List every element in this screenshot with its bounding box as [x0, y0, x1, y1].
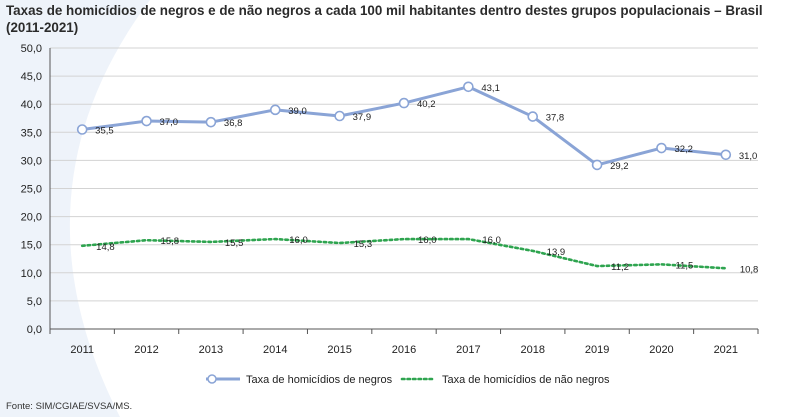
x-tick-label: 2019: [585, 344, 609, 356]
x-tick-label: 2018: [520, 344, 544, 356]
data-point-negros: [527, 111, 539, 122]
x-tick-label: 2021: [714, 344, 738, 356]
data-point-negros: [398, 97, 410, 109]
x-tick-label: 2011: [70, 344, 94, 356]
legend-label-nao-negros: Taxa de homicídios de não negros: [442, 374, 610, 386]
data-point-negros: [269, 104, 281, 116]
chart-title: Taxas de homicídios de negros e de não n…: [6, 3, 763, 35]
x-tick-label: 2012: [134, 344, 158, 356]
data-label-nao-negros: 11,5: [675, 260, 693, 271]
data-label-negros: 31,0: [739, 151, 758, 162]
data-label-negros: 35,5: [95, 125, 114, 136]
data-point-negros: [463, 81, 474, 93]
data-point-negros: [720, 149, 732, 161]
data-label-nao-negros: 16,0: [289, 235, 308, 246]
data-label-negros: 36,8: [224, 118, 243, 129]
data-label-negros: 43,1: [481, 83, 500, 94]
y-tick-label: 25,0: [21, 184, 42, 196]
data-point-negros: [76, 124, 88, 135]
y-tick-label: 0,0: [27, 324, 42, 336]
y-tick-label: 5,0: [27, 296, 42, 308]
data-label-nao-negros: 11,2: [611, 262, 629, 273]
y-tick-label: 35,0: [21, 127, 42, 139]
x-tick-label: 2015: [327, 344, 351, 356]
data-label-negros: 37,0: [160, 117, 179, 128]
y-tick-label: 10,0: [21, 268, 42, 280]
legend-label-negros: Taxa de homicídios de negros: [246, 374, 393, 386]
data-label-nao-negros: 15,8: [161, 236, 180, 247]
x-tick-label: 2017: [456, 344, 480, 356]
data-label-nao-negros: 10,8: [740, 264, 759, 275]
data-label-negros: 37,9: [353, 112, 372, 123]
data-point-negros: [205, 116, 217, 128]
data-label-nao-negros: 16,0: [418, 235, 437, 246]
data-point-negros: [656, 142, 667, 154]
data-label-negros: 39,0: [288, 106, 307, 117]
y-tick-label: 30,0: [21, 155, 42, 167]
data-point-negros: [334, 110, 345, 122]
y-tick-label: 45,0: [21, 71, 42, 83]
y-tick-label: 20,0: [21, 212, 42, 224]
data-point-negros: [591, 159, 603, 171]
y-tick-label: 40,0: [21, 99, 42, 111]
data-label-negros: 40,2: [417, 99, 436, 110]
data-point-negros: [141, 115, 152, 127]
x-tick-label: 2016: [392, 344, 416, 356]
data-label-nao-negros: 15,3: [354, 239, 373, 250]
data-label-negros: 37,8: [546, 113, 565, 124]
series-line-nao-negros: [80, 237, 728, 270]
data-label-nao-negros: 13,9: [547, 247, 566, 258]
y-tick-label: 15,0: [21, 240, 42, 252]
data-label-nao-negros: 15,5: [225, 238, 244, 249]
x-tick-label: 2014: [263, 344, 287, 356]
x-tick-label: 2013: [199, 344, 223, 356]
source-note: Fonte: SIM/CGIAE/SVSA/MS.: [6, 401, 133, 412]
data-label-negros: 29,2: [610, 161, 629, 172]
data-label-nao-negros: 16,0: [482, 235, 501, 246]
data-label-nao-negros: 14,8: [96, 242, 115, 253]
x-tick-label: 2020: [649, 344, 673, 356]
data-label-negros: 32,2: [674, 144, 693, 155]
y-tick-label: 50,0: [21, 43, 42, 55]
legend-marker-negros: [207, 374, 217, 384]
